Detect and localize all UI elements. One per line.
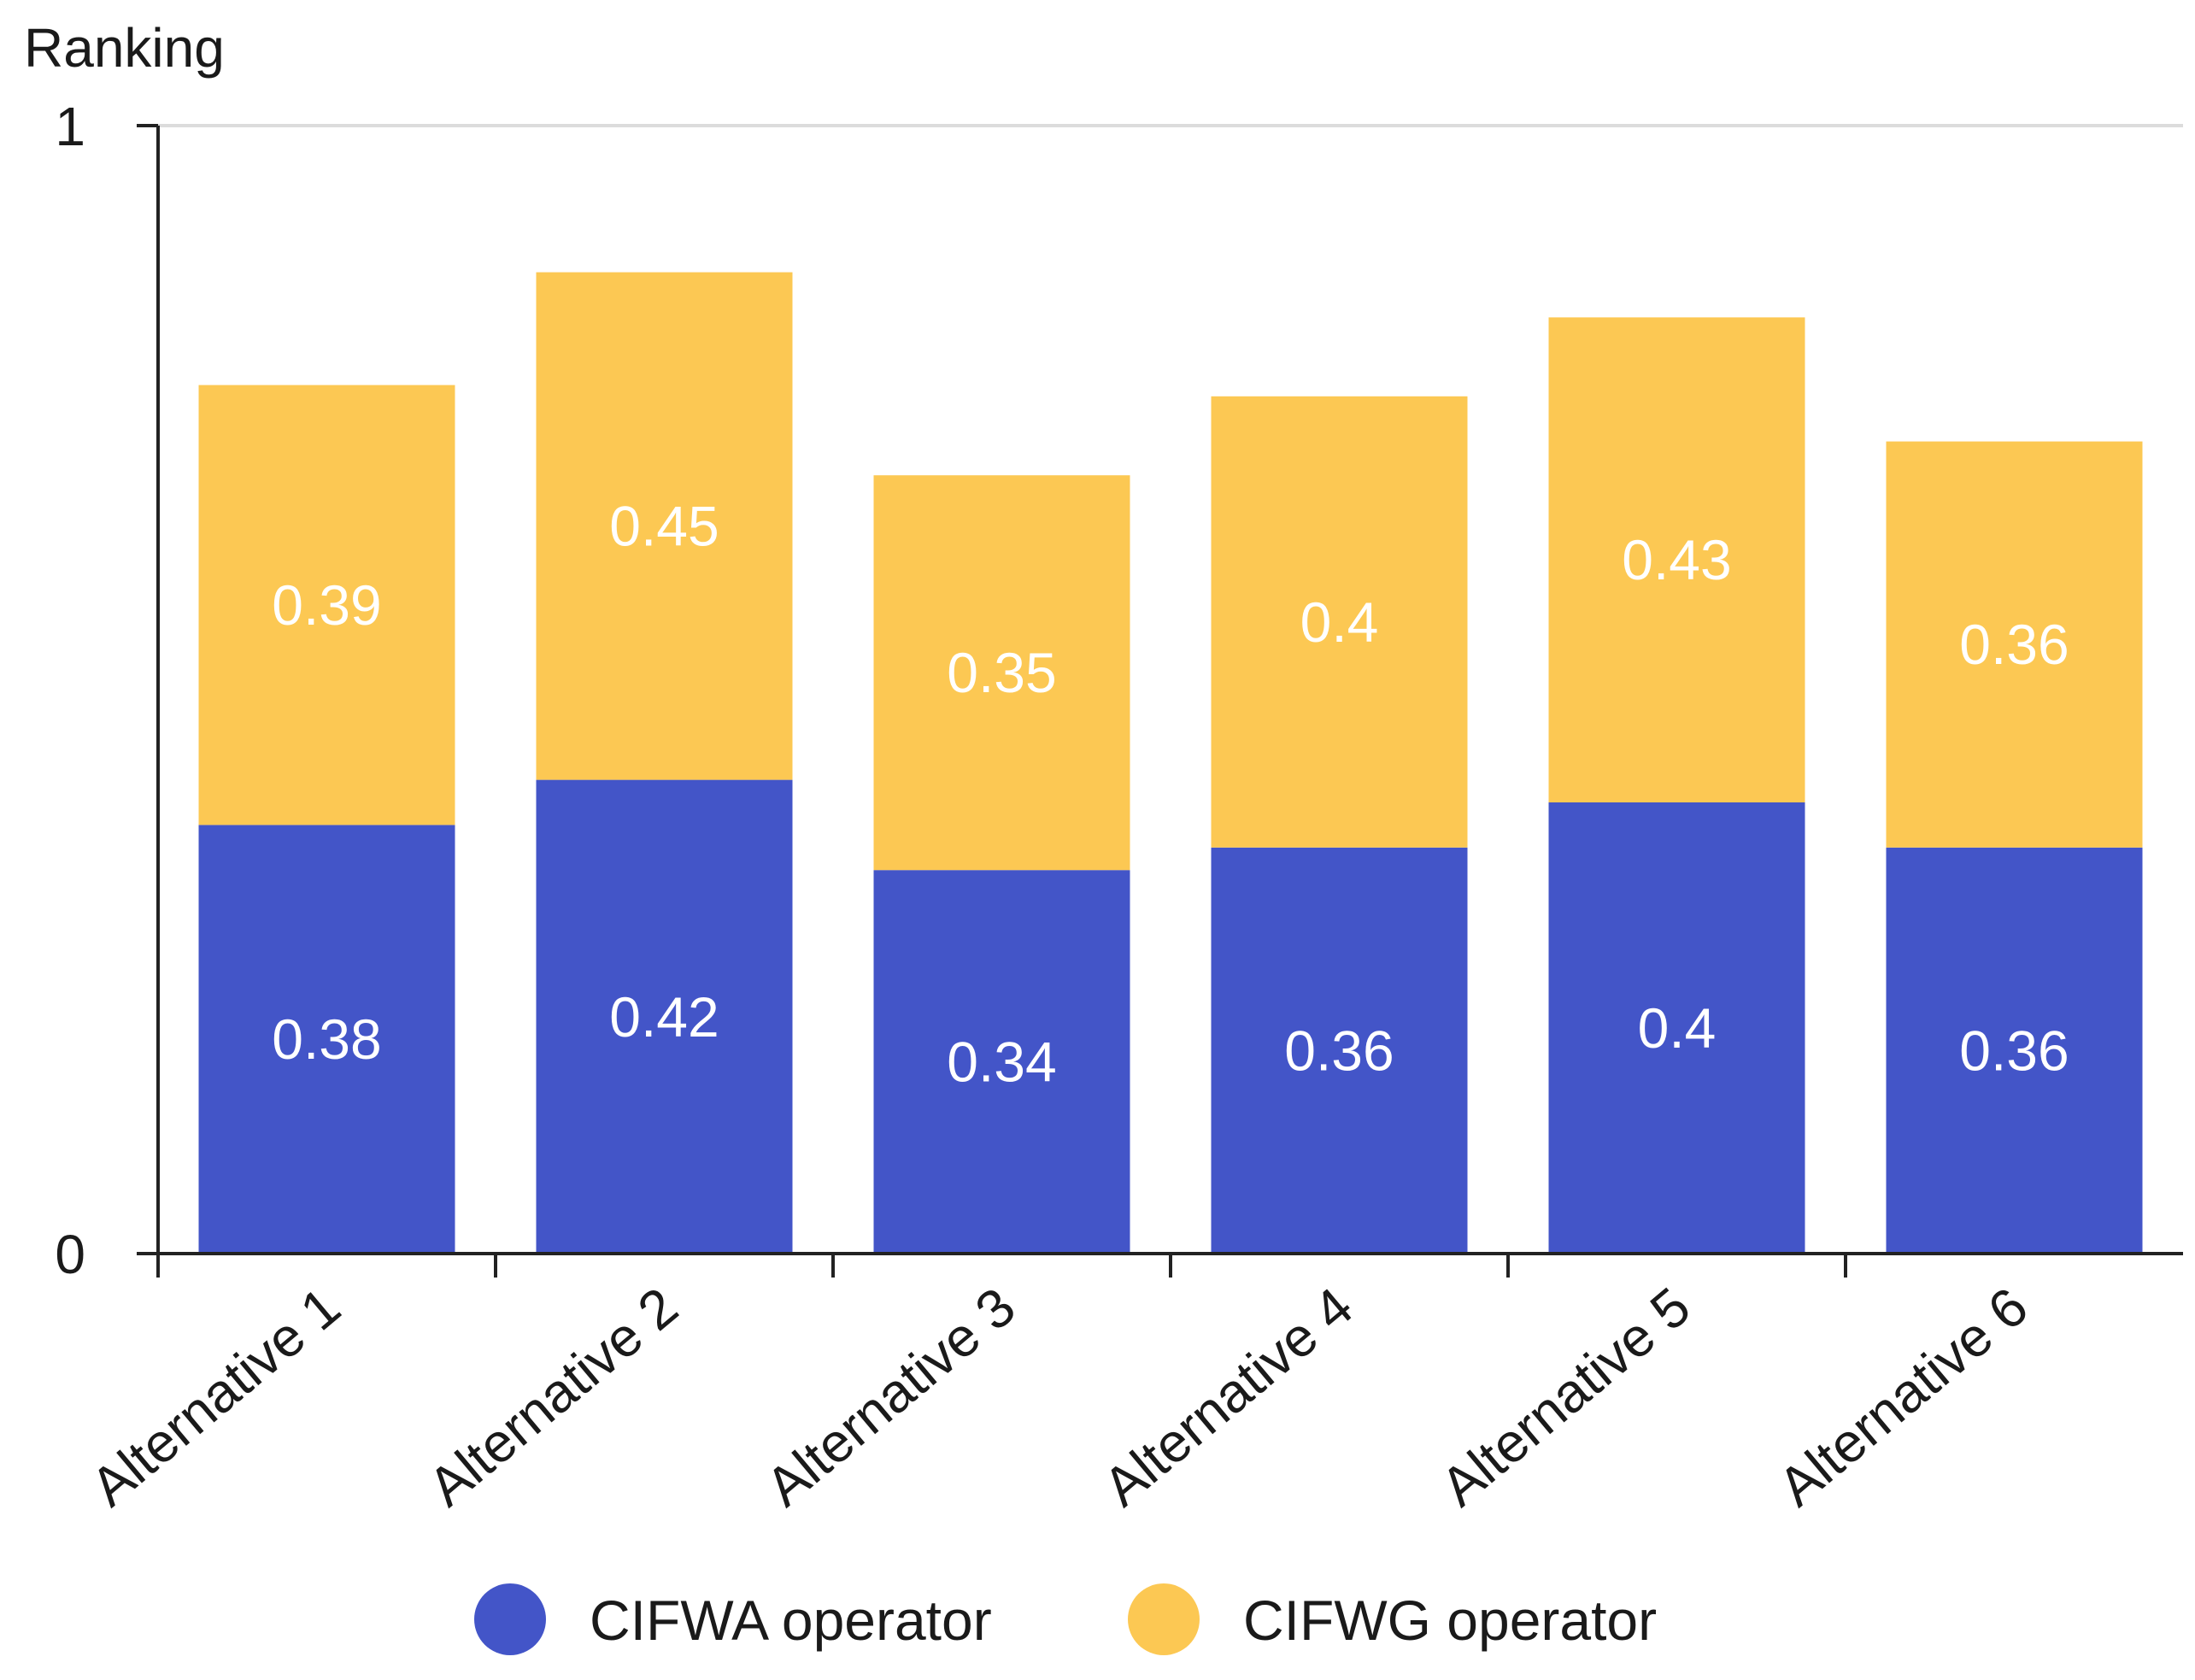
category-label-6: Alternative 6	[1767, 1276, 2039, 1518]
bar-cifwa-2	[536, 779, 793, 1254]
data-labels-layer: 0.38 0.39 0.42 0.45 0.34 0.35 0.36 0.4 0.4 0.43 0.…	[272, 495, 2069, 1094]
bar-cifwa-1	[198, 825, 455, 1254]
y-tick-label-max: 1	[55, 96, 85, 157]
bar-cifwa-3	[873, 870, 1130, 1254]
data-label-cifwa-4: 0.36	[1284, 1019, 1394, 1082]
category-label-4: Alternative 4	[1092, 1276, 1365, 1518]
data-label-cifwa-1: 0.38	[272, 1007, 381, 1071]
legend-swatch-cifwa	[474, 1583, 546, 1655]
category-label-2: Alternative 2	[417, 1276, 690, 1518]
legend-swatch-cifwg	[1128, 1583, 1200, 1655]
data-label-cifwg-1: 0.39	[272, 573, 381, 637]
data-label-cifwa-6: 0.36	[1959, 1019, 2069, 1082]
bar-cifwa-4	[1211, 847, 1468, 1254]
data-label-cifwa-5: 0.4	[1638, 996, 1717, 1060]
data-label-cifwa-2: 0.42	[609, 985, 719, 1049]
bar-cifwg-3	[873, 475, 1130, 871]
bar-cifwa-5	[1548, 802, 1805, 1254]
category-labels-layer: Alternative 1 Alternative 2 Alternative 3 A…	[79, 1276, 2039, 1518]
legend-label-cifwa: CIFWA operator	[590, 1589, 992, 1652]
legend: CIFWA operator CIFWG operator	[474, 1583, 1657, 1655]
y-tick-label-min: 0	[55, 1224, 85, 1285]
category-label-5: Alternative 5	[1429, 1276, 1702, 1518]
bar-cifwa-6	[1886, 847, 2143, 1254]
bar-cifwg-6	[1886, 441, 2143, 848]
data-label-cifwg-2: 0.45	[609, 495, 719, 558]
data-label-cifwg-3: 0.35	[947, 641, 1056, 704]
y-axis-title: Ranking	[24, 17, 225, 79]
data-label-cifwg-6: 0.36	[1959, 613, 2069, 676]
data-label-cifwg-5: 0.43	[1622, 528, 1731, 591]
bar-cifwg-2	[536, 272, 793, 780]
bars-layer	[198, 272, 2143, 1254]
bar-cifwg-5	[1548, 317, 1805, 802]
x-ticks-layer	[156, 1254, 1847, 1278]
category-label-1: Alternative 1	[79, 1276, 352, 1518]
bar-cifwg-1	[198, 385, 455, 825]
data-label-cifwa-3: 0.34	[947, 1031, 1056, 1094]
bar-cifwg-4	[1211, 396, 1468, 848]
category-label-3: Alternative 3	[754, 1276, 1027, 1518]
data-label-cifwg-4: 0.4	[1300, 590, 1379, 654]
legend-label-cifwg: CIFWG operator	[1243, 1589, 1657, 1652]
